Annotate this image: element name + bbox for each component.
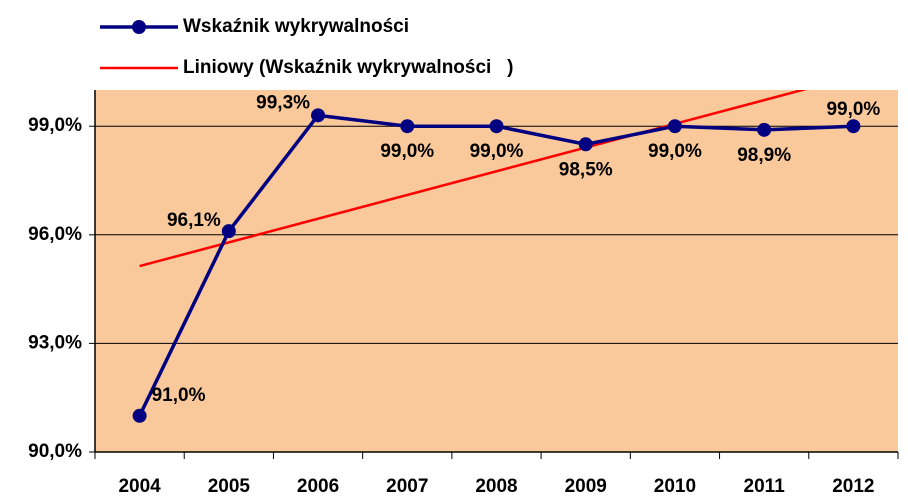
- x-tick-label: 2012: [832, 476, 874, 497]
- data-point: [846, 119, 861, 134]
- x-tick-label: 2007: [386, 476, 428, 497]
- legend: [95, 2, 670, 88]
- data-label: 91,0%: [152, 385, 206, 406]
- legend-label: Wskaźnik wykrywalności: [183, 16, 409, 37]
- x-tick-label: 2009: [565, 476, 607, 497]
- y-tick-label: 90,0%: [28, 441, 82, 462]
- data-point: [221, 224, 236, 239]
- data-label: 99,0%: [470, 141, 524, 162]
- data-label: 99,0%: [380, 141, 434, 162]
- data-label: 96,1%: [167, 210, 221, 231]
- plot-area: [95, 90, 898, 452]
- trend-line: [139, 90, 808, 268]
- x-tick-label: 2005: [208, 476, 251, 497]
- data-point: [757, 122, 772, 137]
- data-point: [132, 408, 147, 423]
- data-label: 99,0%: [648, 141, 702, 162]
- data-label: 98,5%: [559, 159, 613, 180]
- y-tick-label: 96,0%: [28, 224, 82, 245]
- data-label: 99,0%: [826, 99, 880, 120]
- data-point: [311, 108, 326, 123]
- x-tick-label: 2011: [744, 476, 786, 497]
- x-tick-label: 2010: [654, 476, 696, 497]
- y-tick-label: 93,0%: [28, 332, 82, 353]
- data-point: [400, 119, 415, 134]
- data-point: [489, 119, 504, 134]
- plot-clip: [139, 90, 808, 268]
- legend-marker: [132, 20, 146, 34]
- data-point: [667, 119, 682, 134]
- legend-label: Liniowy (Wskaźnik wykrywalności ): [183, 57, 513, 78]
- y-tick-label: 99,0%: [28, 115, 82, 136]
- x-tick-label: 2006: [297, 476, 339, 497]
- data-label: 99,3%: [256, 92, 310, 113]
- data-point: [578, 137, 593, 152]
- x-tick-label: 2008: [475, 476, 517, 497]
- data-label: 98,9%: [737, 145, 791, 166]
- x-tick-label: 2004: [118, 476, 161, 497]
